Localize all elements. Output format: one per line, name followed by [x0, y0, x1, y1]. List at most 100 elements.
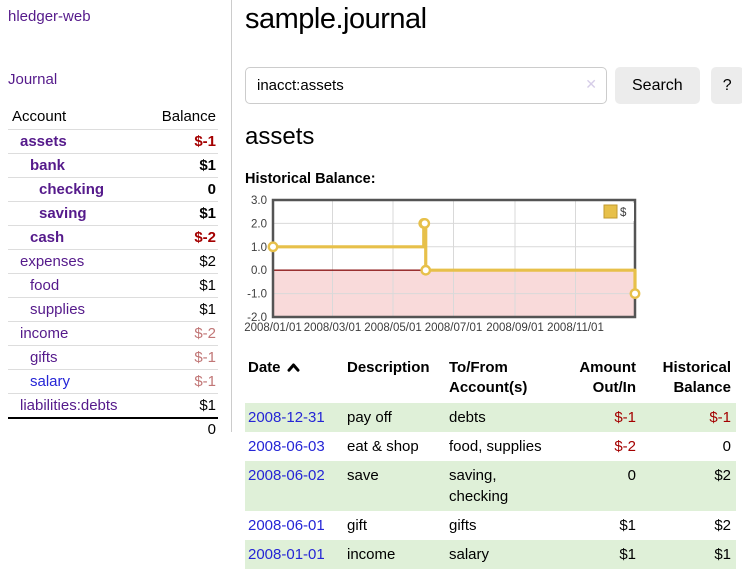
account-link-salary[interactable]: salary — [30, 373, 71, 390]
account-row-checking: checking 0 — [8, 177, 218, 202]
sidebar: hledger-web Journal Account Balance asse… — [0, 0, 232, 440]
clear-search-icon[interactable]: ✕ — [585, 76, 597, 92]
transaction-description: gift — [347, 516, 368, 534]
transaction-accounts: debts — [446, 402, 564, 432]
transaction-date-link[interactable]: 2008-06-01 — [248, 516, 325, 534]
transaction-accounts: food, supplies — [449, 437, 542, 455]
account-heading: assets — [245, 123, 315, 150]
svg-text:2008/03/01: 2008/03/01 — [304, 322, 362, 334]
register-row: 2008-01-01 income salary $1 $1 — [245, 539, 736, 569]
transaction-balance: $-1 — [641, 402, 736, 432]
account-balance: $1 — [143, 273, 218, 298]
register-row: 2008-06-01 gift gifts $1 $2 — [245, 511, 736, 540]
transaction-amount: $1 — [619, 516, 636, 534]
account-balance: $1 — [143, 153, 218, 178]
transaction-amount: 0 — [564, 460, 641, 511]
accounts-col-account: Account — [12, 108, 67, 125]
account-row-expenses: expenses $2 — [8, 249, 218, 274]
register-header-row: Date Description To/From Account(s) Amou… — [245, 356, 736, 403]
account-row-gifts: gifts $-1 — [8, 345, 218, 370]
svg-text:2008/07/01: 2008/07/01 — [425, 322, 483, 334]
register-row: 2008-06-02 save saving, checking 0 $2 — [245, 460, 736, 511]
accounts-header-row: Account Balance — [8, 105, 218, 130]
account-row-food: food $1 — [8, 273, 218, 298]
account-row-saving: saving $1 — [8, 201, 218, 226]
nav-journal-link[interactable]: Journal — [8, 71, 58, 88]
account-balance: $-2 — [143, 225, 218, 250]
accounts-table: Account Balance assets $-1 bank $1 check… — [8, 105, 218, 440]
transaction-date-link[interactable]: 2008-06-03 — [248, 437, 325, 455]
transaction-description: pay off — [344, 402, 446, 432]
account-balance: $-1 — [143, 129, 218, 154]
svg-text:2008/09/01: 2008/09/01 — [486, 322, 544, 334]
svg-text:2.0: 2.0 — [251, 218, 267, 230]
transaction-description: income — [344, 539, 446, 569]
svg-text:2008/11/01: 2008/11/01 — [547, 322, 604, 334]
svg-text:2008/05/01: 2008/05/01 — [364, 322, 422, 334]
search-input-wrap: ✕ — [245, 67, 607, 104]
account-balance: $2 — [143, 249, 218, 274]
search-form: ✕ Search ? — [245, 67, 742, 104]
transaction-amount: $1 — [564, 539, 641, 569]
svg-text:1.0: 1.0 — [251, 242, 267, 254]
transaction-date-link[interactable]: 2008-06-02 — [248, 466, 325, 484]
account-link-supplies[interactable]: supplies — [30, 301, 86, 318]
account-row-cash: cash $-2 — [8, 225, 218, 250]
account-link-saving[interactable]: saving — [39, 205, 87, 222]
transaction-balance: $1 — [641, 539, 736, 569]
account-link-cash[interactable]: cash — [30, 229, 65, 246]
transaction-date-link[interactable]: 2008-01-01 — [248, 545, 325, 563]
brand-link[interactable]: hledger-web — [8, 8, 91, 25]
transaction-accounts: saving, checking — [446, 460, 564, 511]
account-row-salary: salary $-1 — [8, 369, 218, 394]
account-link-checking[interactable]: checking — [39, 181, 105, 198]
register-row: 2008-06-03 eat & shop food, supplies $-2… — [245, 432, 736, 461]
transaction-balance: 0 — [722, 437, 731, 455]
account-link-assets[interactable]: assets — [20, 133, 67, 150]
account-link-gifts[interactable]: gifts — [30, 349, 58, 366]
account-balance: $-2 — [143, 321, 218, 346]
register-col-description: Description — [347, 359, 430, 376]
svg-text:-1.0: -1.0 — [247, 289, 267, 301]
svg-text:$: $ — [620, 207, 627, 219]
accounts-total-balance: 0 — [143, 417, 218, 440]
account-row-supplies: supplies $1 — [8, 297, 218, 322]
transaction-balance: $2 — [714, 516, 731, 534]
transaction-date-link[interactable]: 2008-12-31 — [248, 408, 325, 426]
account-link-bank[interactable]: bank — [30, 157, 66, 174]
account-row-bank: bank $1 — [8, 153, 218, 178]
account-balance: 0 — [143, 177, 218, 202]
register-col-balance: Historical Balance — [662, 359, 731, 397]
accounts-total-row: 0 — [8, 417, 218, 440]
chart-title: Historical Balance: — [245, 171, 376, 187]
register-row: 2008-12-31 pay off debts $-1 $-1 — [245, 402, 736, 432]
svg-text:0.0: 0.0 — [251, 265, 267, 277]
account-link-food[interactable]: food — [30, 277, 60, 294]
sort-ascending-icon — [287, 363, 300, 372]
register-table: Date Description To/From Account(s) Amou… — [245, 356, 736, 569]
account-link-income[interactable]: income — [20, 325, 69, 342]
account-balance: $1 — [143, 393, 218, 418]
account-balance: $-1 — [143, 345, 218, 370]
transaction-balance: $2 — [641, 460, 736, 511]
search-button[interactable]: Search — [615, 67, 700, 104]
page-title: sample.journal — [245, 3, 427, 35]
account-link-expenses[interactable]: expenses — [20, 253, 85, 270]
transaction-accounts: gifts — [449, 516, 477, 534]
balance-chart: 3.0 2.0 1.0 0.0 -1.0 -2.0 2008/01/01 2008/03/01… — [244, 193, 647, 337]
transaction-amount: $-2 — [614, 437, 636, 455]
search-input[interactable] — [245, 67, 607, 104]
register-col-date: Date — [245, 356, 344, 403]
help-button[interactable]: ? — [710, 67, 742, 104]
account-row-assets: assets $-1 — [8, 129, 218, 154]
account-balance: $1 — [143, 201, 218, 226]
account-link-liabilities-debts[interactable]: liabilities:debts — [20, 397, 118, 414]
svg-text:-2.0: -2.0 — [247, 312, 267, 324]
accounts-col-balance: Balance — [161, 108, 216, 125]
account-row-liabilities-debts: liabilities:debts $1 — [8, 393, 218, 418]
register-col-accounts: To/From Account(s) — [449, 359, 528, 397]
main-content: sample.journal ✕ Search ? assets Histori… — [232, 0, 742, 569]
account-balance: $1 — [143, 297, 218, 322]
